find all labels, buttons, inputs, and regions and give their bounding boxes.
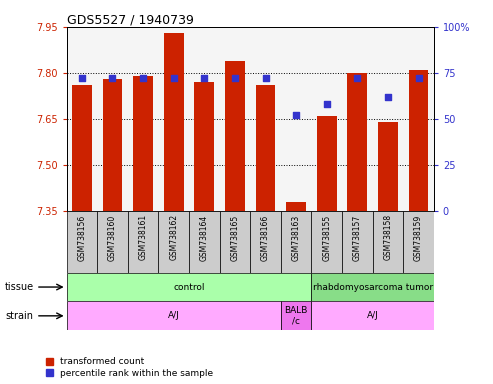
FancyBboxPatch shape xyxy=(373,211,403,273)
Point xyxy=(78,75,86,81)
Bar xyxy=(103,79,122,211)
Bar xyxy=(164,33,183,211)
Text: GSM738164: GSM738164 xyxy=(200,214,209,260)
Bar xyxy=(378,122,398,211)
Legend: transformed count, percentile rank within the sample: transformed count, percentile rank withi… xyxy=(44,356,215,379)
Point xyxy=(353,75,361,81)
Point xyxy=(170,75,177,81)
Bar xyxy=(72,85,92,211)
Text: tissue: tissue xyxy=(5,282,34,292)
Text: GSM738160: GSM738160 xyxy=(108,214,117,260)
Text: GSM738157: GSM738157 xyxy=(353,214,362,260)
FancyBboxPatch shape xyxy=(97,211,128,273)
Point xyxy=(292,112,300,118)
Text: GSM738162: GSM738162 xyxy=(169,214,178,260)
FancyBboxPatch shape xyxy=(281,301,312,330)
Bar xyxy=(255,85,276,211)
Text: rhabdomyosarcoma tumor: rhabdomyosarcoma tumor xyxy=(313,283,433,291)
FancyBboxPatch shape xyxy=(312,301,434,330)
FancyBboxPatch shape xyxy=(219,211,250,273)
Bar xyxy=(409,70,428,211)
Text: GSM738163: GSM738163 xyxy=(291,214,301,260)
FancyBboxPatch shape xyxy=(128,211,158,273)
Point xyxy=(262,75,270,81)
Text: A/J: A/J xyxy=(367,311,379,320)
FancyBboxPatch shape xyxy=(189,211,219,273)
Text: strain: strain xyxy=(5,311,33,321)
Point xyxy=(415,75,423,81)
Text: control: control xyxy=(173,283,205,291)
FancyBboxPatch shape xyxy=(312,273,434,301)
FancyBboxPatch shape xyxy=(403,211,434,273)
Text: GSM738161: GSM738161 xyxy=(139,214,147,260)
FancyBboxPatch shape xyxy=(312,211,342,273)
Text: GSM738166: GSM738166 xyxy=(261,214,270,260)
FancyBboxPatch shape xyxy=(67,211,97,273)
Bar xyxy=(348,73,367,211)
Bar xyxy=(225,61,245,211)
FancyBboxPatch shape xyxy=(67,301,281,330)
Bar xyxy=(317,116,337,211)
Text: GSM738165: GSM738165 xyxy=(230,214,240,260)
Bar xyxy=(286,202,306,211)
Bar xyxy=(194,82,214,211)
Point xyxy=(139,75,147,81)
Text: GSM738159: GSM738159 xyxy=(414,214,423,260)
FancyBboxPatch shape xyxy=(250,211,281,273)
Text: GDS5527 / 1940739: GDS5527 / 1940739 xyxy=(67,13,193,26)
Point xyxy=(108,75,116,81)
Point xyxy=(200,75,208,81)
Bar xyxy=(133,76,153,211)
FancyBboxPatch shape xyxy=(158,211,189,273)
FancyBboxPatch shape xyxy=(67,273,312,301)
Point xyxy=(231,75,239,81)
Text: GSM738156: GSM738156 xyxy=(77,214,86,260)
FancyBboxPatch shape xyxy=(342,211,373,273)
Text: GSM738155: GSM738155 xyxy=(322,214,331,260)
Text: A/J: A/J xyxy=(168,311,179,320)
Point xyxy=(323,101,331,108)
FancyBboxPatch shape xyxy=(281,211,312,273)
Text: GSM738158: GSM738158 xyxy=(384,214,392,260)
Point xyxy=(384,94,392,100)
Text: BALB
/c: BALB /c xyxy=(284,306,308,326)
